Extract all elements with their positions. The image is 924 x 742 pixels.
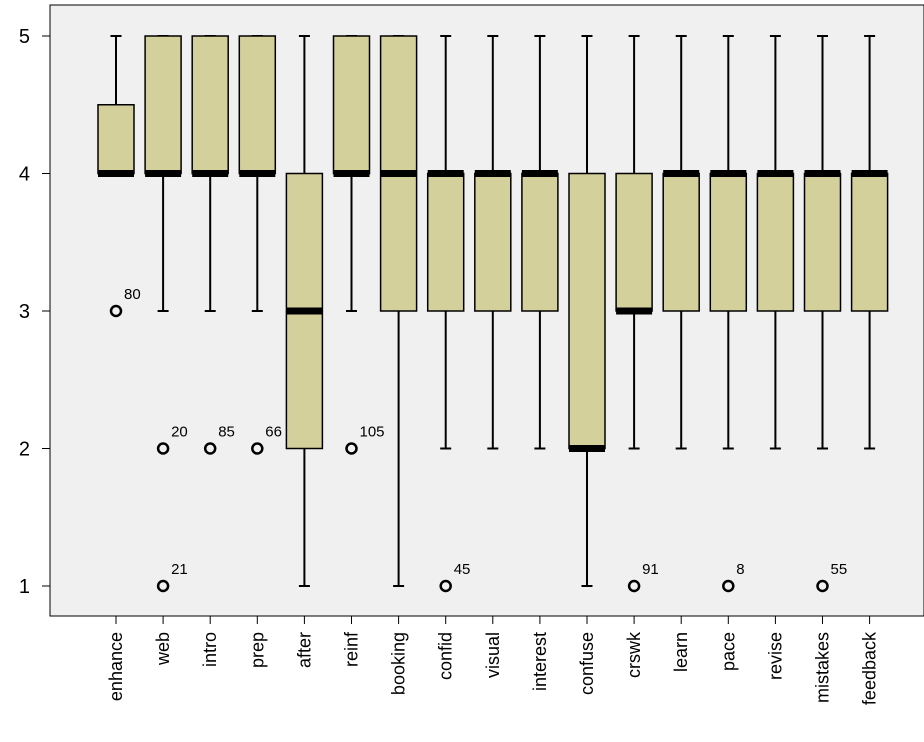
box-learn — [662, 35, 700, 450]
x-tick-label: pace — [718, 632, 738, 671]
y-tick-label: 2 — [19, 439, 30, 461]
x-tick-label: feedback — [860, 631, 880, 705]
iqr-box — [426, 172, 465, 312]
y-tick-label: 5 — [19, 26, 30, 48]
box-pace: 8 — [709, 35, 748, 593]
outlier-label: 105 — [360, 424, 385, 441]
outlier-label: 45 — [454, 561, 471, 578]
box-feedback — [850, 35, 889, 450]
iqr-box — [474, 172, 512, 312]
y-tick-label: 1 — [19, 576, 30, 598]
outlier-marker — [722, 579, 735, 593]
outlier-marker — [816, 579, 829, 593]
y-tick-label: 4 — [19, 164, 30, 186]
box-crswk: 91 — [615, 35, 659, 593]
outlier-label: 91 — [642, 561, 659, 578]
iqr-box — [568, 172, 606, 450]
outlier-label: 80 — [124, 286, 141, 303]
x-tick-label: visual — [483, 632, 503, 678]
box-booking — [379, 35, 418, 587]
iqr-box — [662, 172, 700, 312]
outlier-marker — [156, 442, 170, 455]
x-tick-label: reinf — [342, 631, 362, 667]
iqr-box — [144, 35, 182, 175]
iqr-box — [803, 172, 842, 312]
x-tick-label: after — [294, 632, 314, 668]
box-enhance: 80 — [97, 35, 141, 318]
x-tick-label: prep — [247, 632, 267, 668]
x-tick-label: confuse — [577, 632, 597, 695]
outlier-marker — [439, 579, 452, 593]
outlier-label: 66 — [265, 424, 282, 441]
outlier-label: 55 — [831, 561, 848, 578]
outlier-marker — [345, 442, 358, 455]
x-tick-label: learn — [671, 632, 691, 672]
x-tick-label: revise — [765, 632, 785, 680]
outlier-marker — [156, 579, 170, 593]
outlier-label: 21 — [171, 561, 188, 578]
iqr-box — [756, 172, 795, 312]
x-tick-label: crswk — [624, 631, 644, 678]
iqr-box — [191, 35, 229, 175]
iqr-box — [238, 35, 277, 175]
box-revise — [756, 35, 795, 450]
box-prep: 66 — [238, 35, 282, 455]
outlier-marker — [109, 304, 123, 318]
x-tick-label: confid — [436, 632, 456, 680]
box-confuse — [568, 35, 606, 587]
box-intro: 85 — [191, 35, 235, 455]
outlier-label: 20 — [171, 424, 188, 441]
x-tick-label: booking — [389, 632, 409, 695]
box-after — [285, 35, 324, 587]
outlier-label: 85 — [218, 424, 235, 441]
x-tick-label: enhance — [106, 632, 126, 701]
outlier-marker — [627, 579, 641, 593]
outlier-label: 8 — [736, 561, 744, 578]
iqr-box — [97, 104, 135, 175]
box-reinf: 105 — [332, 35, 385, 455]
iqr-box — [850, 172, 889, 312]
iqr-box — [615, 172, 653, 312]
y-axis: 1 2 3 4 5 — [19, 26, 50, 598]
box-visual — [474, 35, 512, 450]
x-tick-label: intro — [200, 632, 220, 667]
y-tick-label: 3 — [19, 301, 30, 323]
box-interest — [521, 35, 559, 450]
iqr-box — [521, 172, 559, 312]
outlier-marker — [203, 442, 217, 455]
x-axis: enhance web intro prep after reinf booking conf… — [106, 616, 880, 705]
iqr-box — [332, 35, 371, 175]
x-tick-label: interest — [530, 632, 550, 691]
x-tick-label: web — [153, 632, 173, 666]
iqr-box — [709, 172, 748, 312]
outlier-marker — [251, 442, 264, 455]
box-mistakes: 55 — [803, 35, 848, 593]
box-confid: 45 — [426, 35, 471, 593]
x-tick-label: mistakes — [813, 632, 833, 703]
